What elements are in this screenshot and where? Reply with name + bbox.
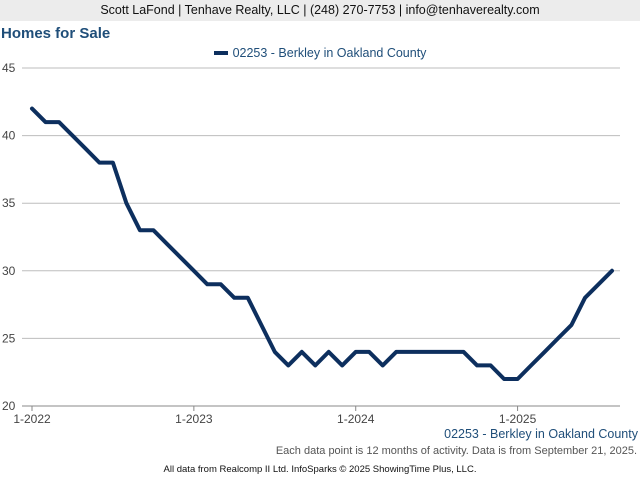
y-tick-label: 25: [2, 331, 16, 345]
x-tick-label: 1-2025: [499, 412, 537, 426]
contact-header: Scott LaFond | Tenhave Realty, LLC | (24…: [0, 0, 640, 21]
y-tick-label: 45: [2, 61, 16, 75]
y-tick-label: 20: [2, 399, 16, 413]
y-tick-label: 40: [2, 129, 16, 143]
x-tick-label: 1-2022: [13, 412, 51, 426]
y-tick-label: 35: [2, 196, 16, 210]
footer-band: [0, 440, 640, 480]
legend-label: 02253 - Berkley in Oakland County: [232, 46, 427, 60]
y-tick-label: 30: [2, 264, 16, 278]
legend: 02253 - Berkley in Oakland County: [0, 46, 640, 60]
chart-title: Homes for Sale: [1, 25, 111, 42]
series-line: [30, 106, 614, 381]
footer-credit: All data from Realcomp II Ltd. InfoSpark…: [163, 464, 477, 475]
line-chart: 20 25 30 35 40 45 1-2022 1-2023 1-2024 1-2025: [2, 61, 620, 426]
x-tick-label: 1-2023: [175, 412, 213, 426]
x-tick-label: 1-2024: [337, 412, 375, 426]
footer-note: Each data point is 12 months of activity…: [275, 445, 637, 457]
footer-series-label: 02253 - Berkley in Oakland County: [444, 427, 638, 441]
legend-swatch: [213, 50, 228, 55]
contact-text: Scott LaFond | Tenhave Realty, LLC | (24…: [100, 3, 540, 17]
